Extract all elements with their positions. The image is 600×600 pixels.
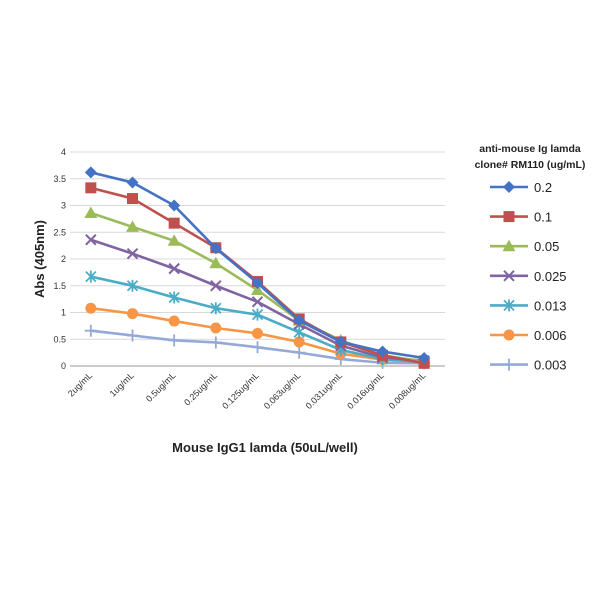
data-point bbox=[85, 234, 97, 246]
data-point bbox=[252, 327, 263, 339]
series-0.1 bbox=[85, 182, 430, 369]
data-point bbox=[251, 308, 264, 321]
y-tick-label: 1.5 bbox=[53, 281, 66, 291]
y-tick-label: 3 bbox=[61, 201, 66, 211]
data-point bbox=[251, 283, 264, 296]
data-point bbox=[168, 262, 180, 275]
data-point bbox=[293, 314, 306, 327]
legend-title-line-2: clone# RM110 (ug/mL) bbox=[475, 159, 586, 171]
legend-item: 0.1 bbox=[490, 210, 552, 225]
legend-title-line-1: anti-mouse Ig lamda bbox=[479, 143, 581, 155]
legend-label: 0.003 bbox=[534, 358, 567, 373]
data-point bbox=[293, 336, 305, 348]
legend: anti-mouse Ig lamda clone# RM110 (ug/mL)… bbox=[475, 143, 586, 373]
legend-label: 0.1 bbox=[534, 210, 552, 225]
data-point bbox=[167, 234, 181, 246]
x-tick-label: 1ug/mL bbox=[108, 370, 136, 398]
data-point bbox=[251, 277, 264, 290]
x-axis-ticks: 2ug/mL 1ug/mL 0.5ug/mL 0.25ug/mL 0.125ug/mL 0… bbox=[66, 370, 428, 411]
legend-item: 0.025 bbox=[490, 269, 567, 284]
legend-item: 0.2 bbox=[490, 180, 552, 195]
y-tick-label: 2 bbox=[61, 254, 66, 264]
legend-marker bbox=[503, 329, 515, 341]
data-point bbox=[127, 193, 138, 205]
data-point bbox=[168, 217, 180, 229]
legend-marker bbox=[503, 181, 515, 193]
legend-marker bbox=[503, 211, 515, 223]
legend-marker bbox=[503, 270, 515, 282]
x-tick-label: 2ug/mL bbox=[66, 370, 94, 398]
y-axis-ticks: 0 0.5 1 1.5 2 2.5 3 3.5 4 bbox=[53, 147, 66, 371]
data-point bbox=[127, 308, 138, 320]
x-tick-label: 0.25ug/mL bbox=[182, 370, 219, 407]
y-tick-label: 2.5 bbox=[53, 227, 66, 237]
data-point bbox=[85, 270, 97, 283]
data-point bbox=[210, 302, 222, 315]
data-point bbox=[168, 334, 181, 347]
data-point bbox=[418, 351, 431, 364]
legend-label: 0.05 bbox=[534, 239, 559, 254]
legend-marker bbox=[502, 239, 516, 252]
data-point bbox=[334, 335, 347, 348]
legend-item: 0.05 bbox=[490, 239, 559, 254]
data-point bbox=[126, 329, 139, 342]
legend-label: 0.2 bbox=[534, 180, 552, 195]
data-point bbox=[209, 256, 223, 269]
y-tick-label: 1 bbox=[61, 308, 66, 318]
legend-marker bbox=[503, 358, 515, 371]
y-tick-label: 3.5 bbox=[53, 174, 66, 184]
data-point bbox=[210, 322, 222, 334]
data-point bbox=[84, 166, 97, 179]
data-point bbox=[126, 279, 139, 292]
legend-label: 0.013 bbox=[534, 298, 567, 313]
data-point bbox=[293, 346, 306, 359]
data-point bbox=[251, 296, 264, 308]
series-0.2 bbox=[84, 166, 431, 364]
data-point bbox=[85, 182, 97, 194]
x-tick-label: 0.063ug/mL bbox=[262, 370, 303, 411]
data-point bbox=[85, 302, 97, 314]
y-tick-label: 0 bbox=[61, 361, 66, 371]
data-point bbox=[168, 315, 180, 327]
x-tick-label: 0.016ug/mL bbox=[345, 370, 386, 411]
x-tick-label: 0.008ug/mL bbox=[387, 370, 428, 411]
data-point bbox=[126, 220, 139, 232]
data-point bbox=[209, 242, 222, 255]
data-point bbox=[126, 176, 139, 189]
legend-item: 0.006 bbox=[490, 328, 567, 343]
legend-item: 0.003 bbox=[490, 358, 567, 373]
x-axis-label: Mouse IgG1 lamda (50uL/well) bbox=[172, 440, 358, 455]
data-point bbox=[251, 341, 264, 354]
legend-label: 0.025 bbox=[534, 269, 567, 284]
y-tick-label: 4 bbox=[61, 147, 66, 157]
data-point bbox=[168, 291, 180, 304]
x-tick-label: 0.5ug/mL bbox=[144, 370, 178, 404]
y-tick-label: 0.5 bbox=[53, 334, 66, 344]
legend-marker bbox=[503, 299, 515, 312]
data-point bbox=[168, 199, 181, 212]
series-layer bbox=[84, 166, 431, 370]
data-point bbox=[376, 345, 389, 358]
legend-label: 0.006 bbox=[534, 328, 567, 343]
data-point bbox=[209, 336, 222, 349]
data-point bbox=[210, 280, 222, 292]
y-axis-label: Abs (405nm) bbox=[32, 220, 47, 298]
legend-items: 0.2 0.1 0.05 0.025 0.013 0.006 0.003 bbox=[490, 180, 567, 373]
data-point bbox=[84, 324, 97, 337]
x-tick-label: 0.031ug/mL bbox=[304, 370, 345, 411]
data-point bbox=[84, 206, 98, 218]
legend-item: 0.013 bbox=[490, 298, 567, 313]
x-tick-label: 0.125ug/mL bbox=[220, 370, 261, 411]
data-point bbox=[126, 247, 139, 260]
